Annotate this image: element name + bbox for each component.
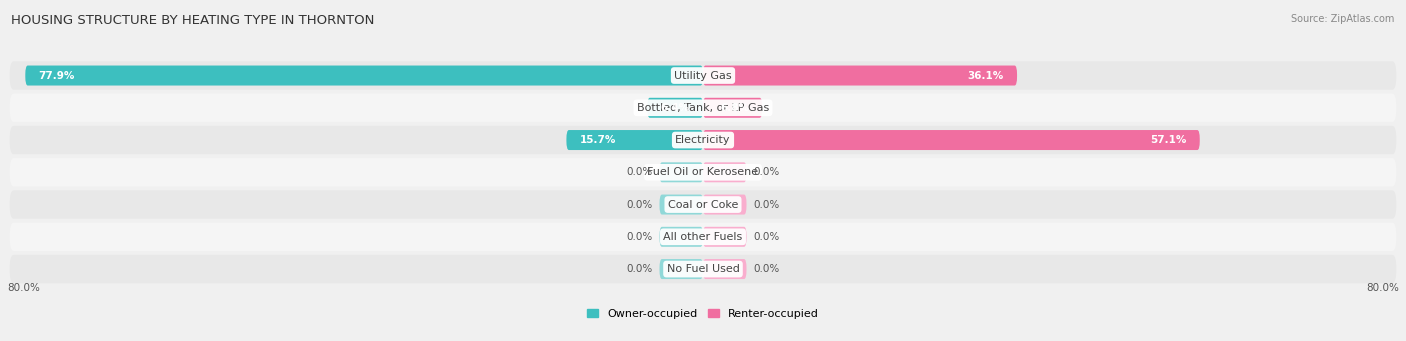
FancyBboxPatch shape xyxy=(703,259,747,279)
FancyBboxPatch shape xyxy=(703,195,747,214)
FancyBboxPatch shape xyxy=(703,65,1017,86)
FancyBboxPatch shape xyxy=(10,223,1396,251)
FancyBboxPatch shape xyxy=(659,259,703,279)
Text: All other Fuels: All other Fuels xyxy=(664,232,742,242)
Text: 15.7%: 15.7% xyxy=(579,135,616,145)
Text: No Fuel Used: No Fuel Used xyxy=(666,264,740,274)
Text: Source: ZipAtlas.com: Source: ZipAtlas.com xyxy=(1291,14,1395,24)
FancyBboxPatch shape xyxy=(10,255,1396,283)
FancyBboxPatch shape xyxy=(567,130,703,150)
Text: 0.0%: 0.0% xyxy=(754,167,780,177)
Text: 80.0%: 80.0% xyxy=(1367,283,1399,293)
Text: 6.4%: 6.4% xyxy=(661,103,689,113)
Text: 0.0%: 0.0% xyxy=(626,167,652,177)
FancyBboxPatch shape xyxy=(647,98,703,118)
Text: 0.0%: 0.0% xyxy=(754,199,780,210)
Text: 57.1%: 57.1% xyxy=(1150,135,1187,145)
FancyBboxPatch shape xyxy=(659,162,703,182)
FancyBboxPatch shape xyxy=(10,93,1396,122)
Text: 0.0%: 0.0% xyxy=(626,199,652,210)
FancyBboxPatch shape xyxy=(703,130,1199,150)
Text: 0.0%: 0.0% xyxy=(754,264,780,274)
Text: 6.8%: 6.8% xyxy=(720,103,749,113)
Text: 80.0%: 80.0% xyxy=(7,283,39,293)
Text: Coal or Coke: Coal or Coke xyxy=(668,199,738,210)
Text: 77.9%: 77.9% xyxy=(38,71,75,80)
FancyBboxPatch shape xyxy=(10,61,1396,90)
FancyBboxPatch shape xyxy=(659,227,703,247)
Text: 0.0%: 0.0% xyxy=(754,232,780,242)
Text: Fuel Oil or Kerosene: Fuel Oil or Kerosene xyxy=(647,167,759,177)
FancyBboxPatch shape xyxy=(703,227,747,247)
FancyBboxPatch shape xyxy=(703,98,762,118)
Text: Bottled, Tank, or LP Gas: Bottled, Tank, or LP Gas xyxy=(637,103,769,113)
Text: 0.0%: 0.0% xyxy=(626,232,652,242)
FancyBboxPatch shape xyxy=(10,158,1396,187)
FancyBboxPatch shape xyxy=(659,195,703,214)
Text: HOUSING STRUCTURE BY HEATING TYPE IN THORNTON: HOUSING STRUCTURE BY HEATING TYPE IN THO… xyxy=(11,14,374,27)
FancyBboxPatch shape xyxy=(10,190,1396,219)
Text: Utility Gas: Utility Gas xyxy=(675,71,731,80)
FancyBboxPatch shape xyxy=(703,162,747,182)
Legend: Owner-occupied, Renter-occupied: Owner-occupied, Renter-occupied xyxy=(586,309,820,319)
Text: 36.1%: 36.1% xyxy=(967,71,1004,80)
FancyBboxPatch shape xyxy=(10,126,1396,154)
FancyBboxPatch shape xyxy=(25,65,703,86)
Text: Electricity: Electricity xyxy=(675,135,731,145)
Text: 0.0%: 0.0% xyxy=(626,264,652,274)
